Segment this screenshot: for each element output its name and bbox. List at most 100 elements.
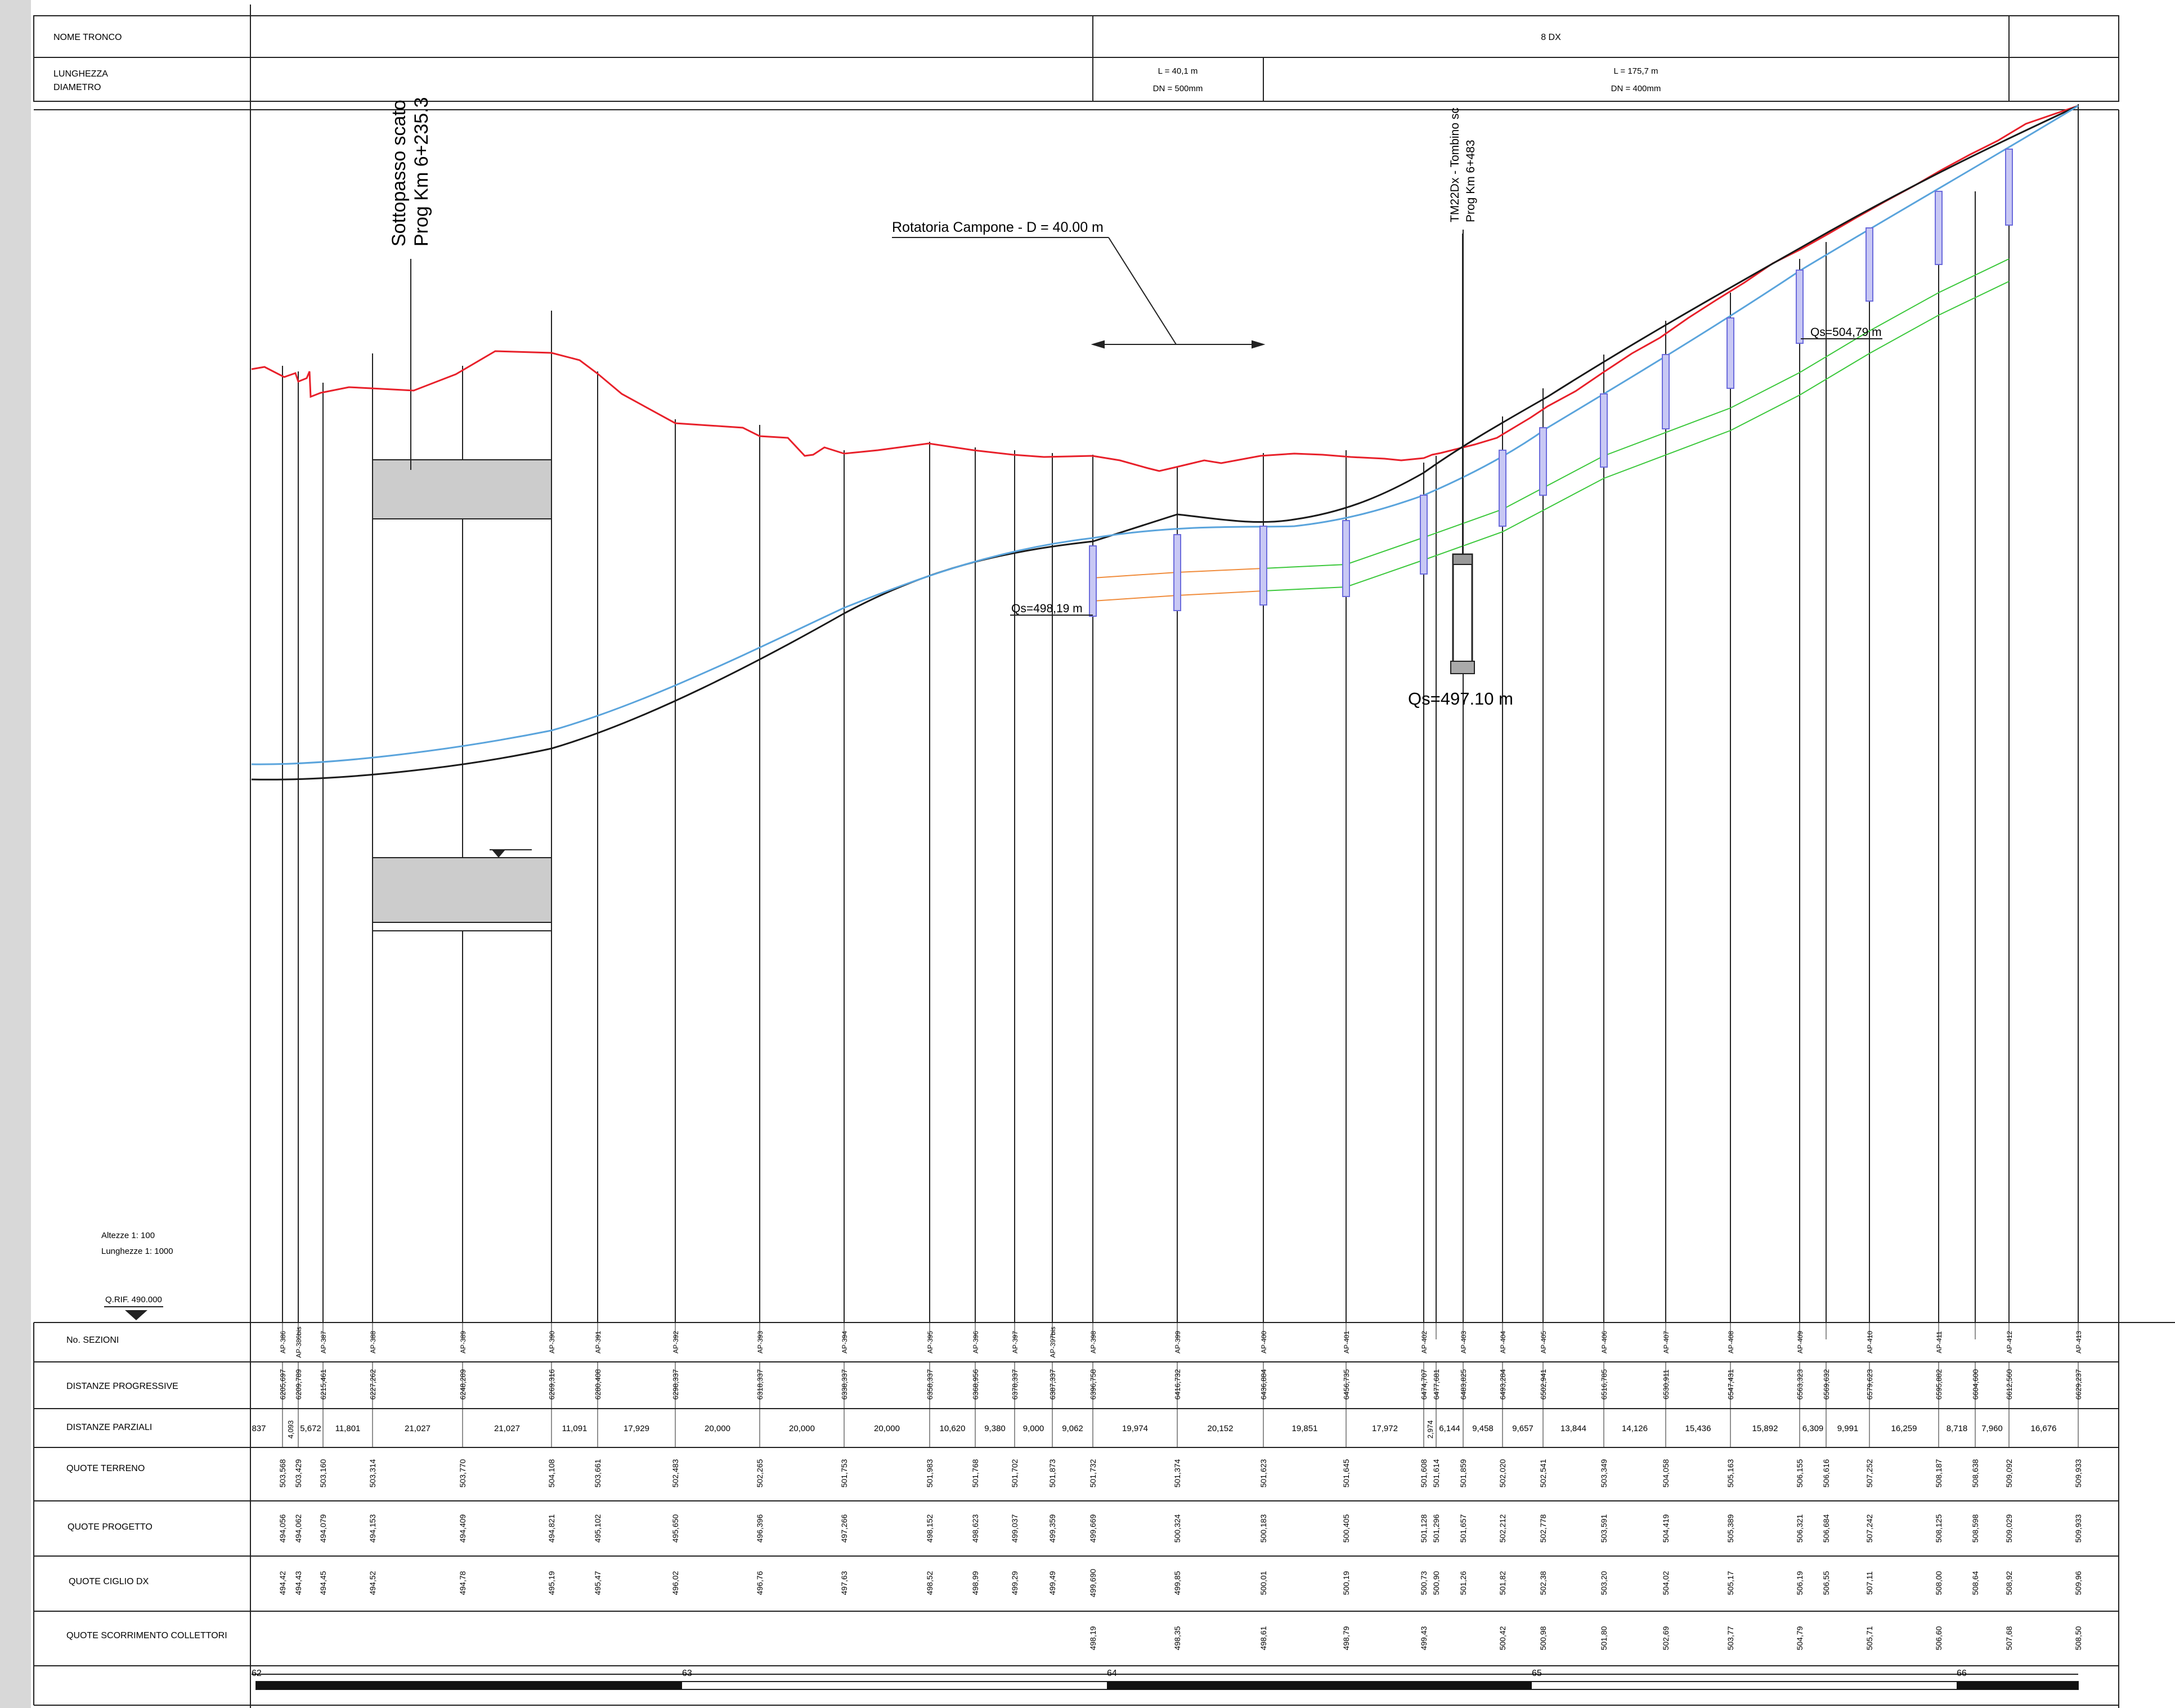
- sottopasso-label-line2: Prog Km 6+235.3: [411, 97, 432, 246]
- partial-distance: 16,259: [1891, 1424, 1917, 1433]
- table-cell-prog: 6456,735: [1342, 1369, 1351, 1400]
- table-cell-prog: 6595,882: [1935, 1369, 1943, 1400]
- row-label-sezioni: No. SEZIONI: [66, 1335, 119, 1345]
- sottopasso-lower-box: [372, 857, 552, 923]
- partial-distance: 15,436: [1685, 1424, 1711, 1433]
- table-cell-terr: 503,314: [368, 1459, 377, 1487]
- table-cell-prog: 6604,600: [1971, 1369, 1980, 1400]
- table-cell-proj: 498,623: [971, 1514, 980, 1543]
- km-scale-bar: 62 63 64 65 66: [252, 1669, 2079, 1690]
- table-cell-ciglio: 508,92: [2004, 1571, 2013, 1595]
- table-cell-proj: 508,598: [1971, 1514, 1980, 1543]
- table-cell-terr: 508,638: [1971, 1459, 1980, 1487]
- partial-distance: 13,844: [1560, 1424, 1586, 1433]
- table-cell-prog: 6502,941: [1539, 1369, 1548, 1400]
- table-cell-ciglio: 502,38: [1539, 1571, 1548, 1595]
- table-cell-terr: 502,020: [1498, 1459, 1507, 1487]
- table-cell-scorr: 501,80: [1599, 1626, 1608, 1650]
- tombino-structure: [1450, 234, 1475, 674]
- row-label-parziali: DISTANZE PARZIALI: [66, 1423, 152, 1432]
- table-cell-sez: AP-390: [548, 1331, 556, 1353]
- qs-label-3: Qs=504,79 m: [1810, 326, 1882, 339]
- table-cell-ciglio: 506,19: [1795, 1571, 1804, 1595]
- project-line: [251, 105, 2079, 765]
- table-cell-terr: 502,483: [671, 1459, 680, 1487]
- scale-lengths: Lunghezze 1: 1000: [101, 1247, 173, 1256]
- label-nome-tronco: NOME TRONCO: [53, 33, 122, 42]
- segment-1-diameter: DN = 500mm: [1153, 84, 1203, 93]
- table-cell-terr: 503,160: [319, 1459, 328, 1487]
- table-cell-proj: 494,079: [319, 1514, 328, 1543]
- table-cell-proj: 501,128: [1419, 1514, 1428, 1543]
- table-cell-prog: 6396,758: [1089, 1369, 1097, 1400]
- partial-distance: 10,620: [940, 1424, 966, 1433]
- table-cell-ciglio: 506,55: [1822, 1571, 1831, 1595]
- table-cell-ciglio: 496,76: [755, 1571, 764, 1595]
- table-cell-sez: AP-409: [1796, 1331, 1804, 1353]
- table-cell-proj: 509,933: [2074, 1514, 2083, 1543]
- table-cell-ciglio: 495,19: [547, 1571, 556, 1595]
- table-cell-sez: AP-386: [279, 1331, 287, 1353]
- partial-distance: 20,000: [705, 1424, 730, 1433]
- table-cell-proj: 499,669: [1088, 1514, 1097, 1543]
- table-cell-terr: 503,568: [278, 1459, 287, 1487]
- table-cell-sez: AP-391: [594, 1331, 602, 1353]
- table-cell-ciglio: 500,90: [1432, 1571, 1441, 1595]
- table-cell-ciglio: 494,78: [458, 1571, 467, 1595]
- table-cell-sez: AP-406: [1600, 1331, 1608, 1353]
- table-cell-sez: AP-407: [1662, 1331, 1670, 1353]
- table-cell-sez: AP-412: [2006, 1331, 2013, 1353]
- table-cell-proj: 502,778: [1539, 1514, 1548, 1543]
- table-cell-terr: 502,265: [755, 1459, 764, 1487]
- table-cell-proj: 504,419: [1661, 1514, 1670, 1543]
- table-cell-sez: AP-394: [841, 1331, 849, 1353]
- partial-distance: 7,960: [1981, 1424, 2003, 1433]
- table-cell-scorr: 500,98: [1539, 1626, 1548, 1650]
- table-frame: [33, 1322, 2175, 1706]
- table-cell-sez: AP-402: [1420, 1331, 1428, 1353]
- table-cell-proj: 501,657: [1459, 1514, 1468, 1543]
- manhole: [1865, 227, 1873, 302]
- table-cell-terr: 501,859: [1459, 1459, 1468, 1487]
- table-cell-proj: 505,389: [1726, 1514, 1735, 1543]
- table-cell-ciglio: 498,99: [971, 1571, 980, 1595]
- km-mark: 65: [1532, 1669, 1542, 1678]
- segment-1-length: L = 40,1 m: [1158, 66, 1198, 76]
- table-cell-sez: AP-410: [1866, 1331, 1874, 1353]
- table-cell-terr: 503,429: [294, 1459, 303, 1487]
- partial-distance: 837: [252, 1424, 266, 1433]
- table-cell-scorr: 506,60: [1934, 1626, 1943, 1650]
- table-cell-prog: 6516,785: [1600, 1369, 1608, 1400]
- partial-distance: 11,801: [335, 1424, 361, 1433]
- table-cell-scorr: 502,69: [1661, 1626, 1670, 1650]
- partial-distance: 2,974: [1426, 1420, 1434, 1439]
- table-cell-proj: 502,212: [1498, 1514, 1507, 1543]
- tronco-name: 8 DX: [1541, 33, 1561, 42]
- table-cell-terr: 508,187: [1934, 1459, 1943, 1487]
- table-cell-terr: 506,155: [1795, 1459, 1804, 1487]
- table-cell-prog: 6227,262: [369, 1369, 377, 1400]
- table-cell-terr: 509,092: [2004, 1459, 2013, 1487]
- partial-distance: 21,027: [405, 1424, 430, 1433]
- row-label-scorrimento: QUOTE SCORRIMENTO COLLETTORI: [66, 1631, 227, 1640]
- tombino-label-line2: Prog Km 6+483: [1464, 140, 1477, 222]
- manhole: [1259, 526, 1267, 606]
- table-cell-prog: 6280,408: [594, 1369, 602, 1400]
- table-cell-ciglio: 509,96: [2074, 1571, 2083, 1595]
- scale-bar-segment: [256, 1682, 682, 1689]
- table-cell-prog: 6530,911: [1662, 1369, 1670, 1399]
- table-cell-proj: 494,056: [278, 1514, 287, 1543]
- table-cell-prog: 6338,337: [840, 1369, 849, 1400]
- table-cell-sez: AP-401: [1343, 1331, 1351, 1353]
- table-cell-terr: 504,058: [1661, 1459, 1670, 1487]
- partial-distance: 5,672: [300, 1424, 321, 1433]
- scale-bar-segment: [1957, 1682, 2078, 1689]
- partial-distance: 9,000: [1023, 1424, 1044, 1433]
- table-cell-prog: 6209,789: [294, 1369, 303, 1400]
- table-cell-scorr: 498,79: [1342, 1626, 1351, 1650]
- segment-2-length: L = 175,7 m: [1613, 66, 1658, 76]
- table-cell-proj: 498,152: [925, 1514, 934, 1543]
- table-cell-proj: 507,242: [1865, 1514, 1874, 1543]
- manhole: [1539, 427, 1547, 496]
- label-lunghezza: LUNGHEZZA: [53, 69, 108, 79]
